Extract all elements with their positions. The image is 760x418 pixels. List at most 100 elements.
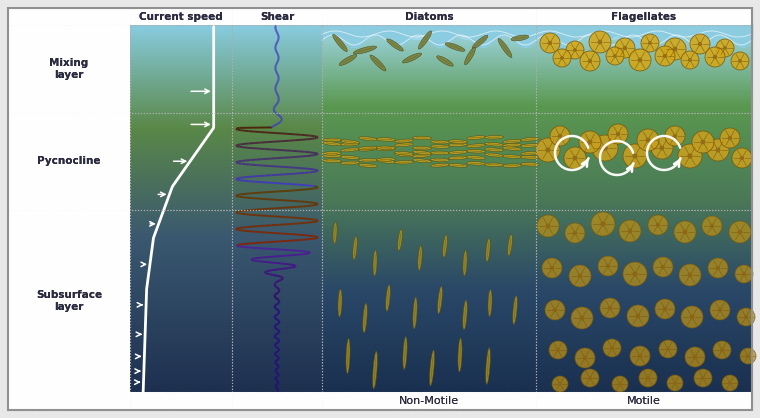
Circle shape [710, 300, 730, 320]
Circle shape [653, 257, 673, 277]
Ellipse shape [521, 144, 540, 148]
Circle shape [660, 145, 664, 150]
Text: Current speed: Current speed [139, 12, 223, 21]
Circle shape [656, 223, 660, 227]
Bar [8, 392, 752, 410]
Circle shape [566, 41, 584, 59]
Circle shape [610, 346, 614, 350]
Ellipse shape [338, 289, 342, 317]
Ellipse shape [448, 150, 467, 154]
Circle shape [638, 354, 642, 358]
Ellipse shape [413, 159, 432, 163]
Ellipse shape [502, 147, 521, 150]
Circle shape [708, 258, 728, 278]
Circle shape [606, 264, 610, 268]
Circle shape [687, 153, 692, 159]
Circle shape [660, 265, 665, 269]
Circle shape [629, 49, 651, 71]
Circle shape [592, 135, 618, 161]
Circle shape [583, 356, 587, 360]
Circle shape [678, 144, 702, 168]
Ellipse shape [413, 297, 417, 329]
Circle shape [694, 369, 712, 387]
Circle shape [618, 382, 622, 386]
Circle shape [738, 59, 742, 63]
Ellipse shape [322, 159, 341, 163]
Circle shape [565, 223, 585, 243]
Ellipse shape [403, 336, 407, 370]
Ellipse shape [359, 164, 378, 168]
Circle shape [681, 306, 703, 328]
Circle shape [603, 339, 621, 357]
Ellipse shape [448, 156, 467, 160]
Circle shape [690, 34, 710, 54]
Ellipse shape [511, 35, 529, 41]
Circle shape [710, 224, 714, 228]
Ellipse shape [385, 285, 391, 311]
Circle shape [587, 59, 592, 63]
Text: Motile: Motile [627, 396, 661, 406]
Ellipse shape [467, 136, 486, 140]
Circle shape [731, 52, 749, 70]
Ellipse shape [394, 143, 413, 147]
Circle shape [744, 315, 748, 319]
Ellipse shape [340, 143, 359, 146]
Circle shape [623, 144, 647, 168]
Circle shape [689, 315, 695, 319]
Circle shape [606, 47, 624, 65]
Circle shape [664, 38, 686, 60]
Circle shape [673, 46, 677, 51]
Ellipse shape [322, 154, 341, 158]
Ellipse shape [464, 47, 476, 65]
Ellipse shape [502, 140, 521, 143]
Circle shape [663, 307, 667, 311]
Bar [8, 8, 130, 410]
Circle shape [608, 306, 613, 310]
Circle shape [639, 369, 657, 387]
Circle shape [591, 212, 615, 236]
Ellipse shape [372, 351, 378, 389]
Circle shape [615, 38, 635, 58]
Circle shape [737, 308, 755, 326]
Circle shape [564, 147, 586, 169]
Ellipse shape [322, 138, 341, 142]
Circle shape [569, 265, 591, 287]
Text: Diatoms: Diatoms [404, 12, 453, 21]
Text: Non-Motile: Non-Motile [399, 396, 459, 406]
Ellipse shape [376, 159, 395, 163]
Circle shape [587, 140, 593, 145]
Text: Subsurface
layer: Subsurface layer [36, 290, 102, 312]
Circle shape [646, 376, 650, 380]
Circle shape [549, 266, 554, 270]
Ellipse shape [448, 163, 467, 167]
Circle shape [645, 138, 651, 143]
Text: Flagellates: Flagellates [612, 12, 676, 21]
Circle shape [632, 153, 638, 159]
Ellipse shape [394, 153, 413, 157]
Circle shape [578, 273, 582, 278]
Circle shape [572, 155, 578, 161]
Circle shape [548, 41, 553, 45]
Ellipse shape [394, 161, 413, 164]
Circle shape [688, 273, 692, 278]
Circle shape [558, 134, 562, 138]
Ellipse shape [376, 158, 395, 161]
Text: Pycnocline: Pycnocline [37, 156, 101, 166]
Circle shape [742, 272, 746, 276]
Circle shape [685, 347, 705, 367]
Text: Shear: Shear [260, 12, 294, 21]
Ellipse shape [340, 161, 359, 165]
Ellipse shape [485, 148, 503, 152]
Circle shape [542, 258, 562, 278]
Circle shape [581, 369, 599, 387]
Circle shape [536, 138, 560, 162]
Circle shape [701, 140, 705, 145]
Ellipse shape [430, 140, 449, 144]
Ellipse shape [442, 234, 448, 257]
Ellipse shape [353, 46, 377, 54]
Ellipse shape [486, 347, 490, 385]
Ellipse shape [485, 142, 503, 146]
Ellipse shape [413, 154, 432, 158]
Ellipse shape [485, 135, 503, 139]
Ellipse shape [485, 153, 503, 157]
